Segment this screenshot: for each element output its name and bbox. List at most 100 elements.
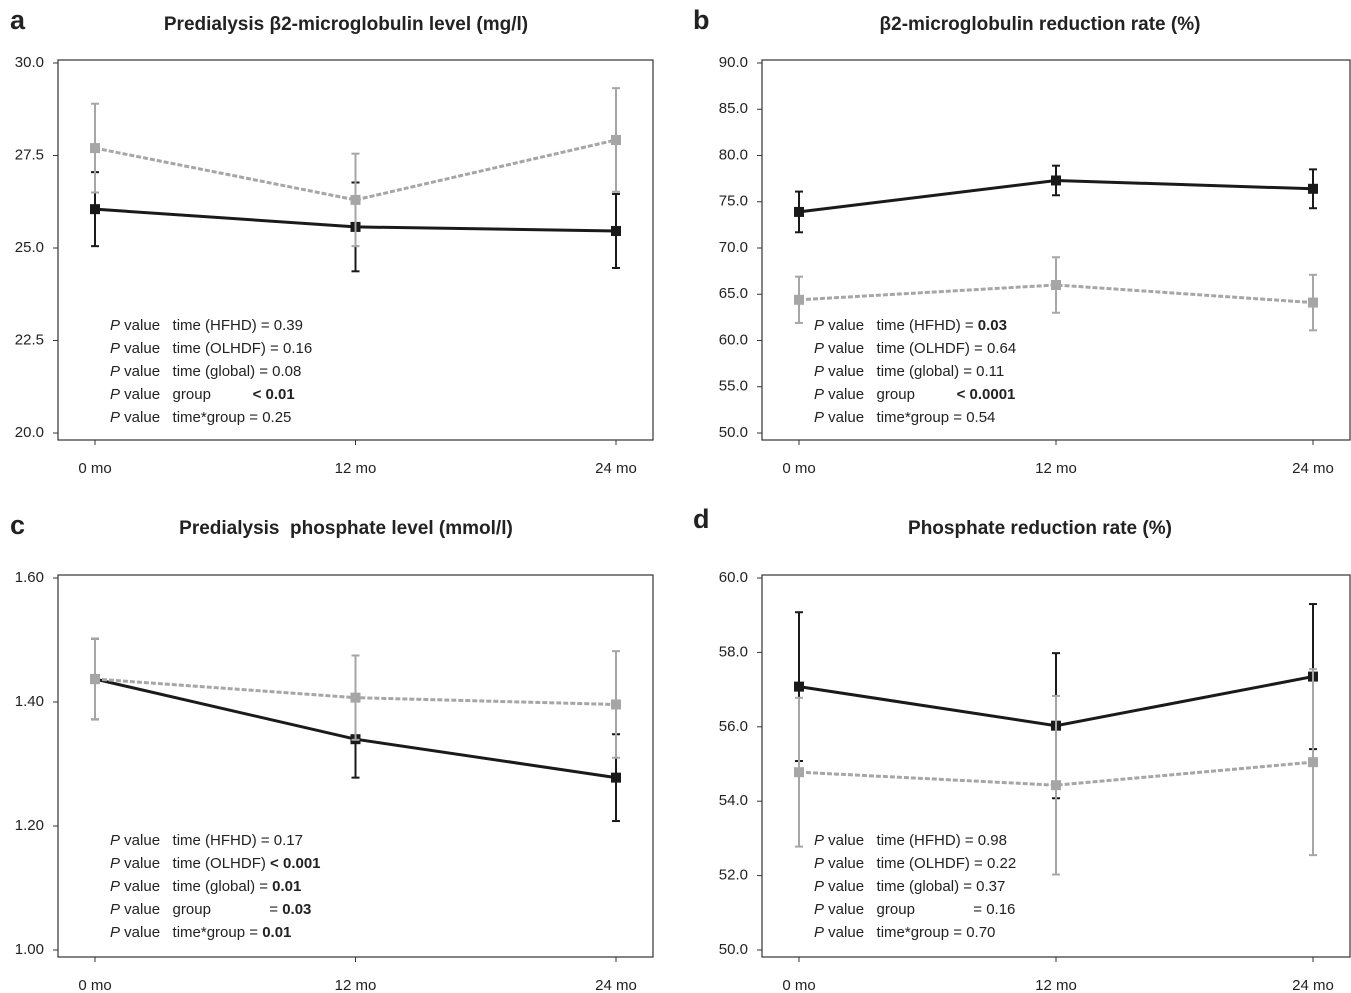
y-tick-label: 56.0	[719, 718, 748, 735]
marker	[350, 194, 361, 205]
x-tick-label: 24 mo	[595, 460, 637, 477]
annotation: P value time (global) = 0.01	[110, 878, 301, 895]
annotation-part: value time*group =	[824, 924, 966, 941]
annotation-part: value group =	[120, 901, 282, 918]
annotation: P value time (OLHDF) = 0.22	[814, 855, 1016, 872]
annotation-part: 0.16	[986, 901, 1015, 918]
y-tick-label: 50.0	[719, 941, 748, 958]
y-tick-label: 60.0	[719, 569, 748, 586]
annotation: P value time (HFHD) = 0.98	[814, 832, 1007, 849]
x-tick-label: 24 mo	[1292, 977, 1334, 993]
annotation-part: value time (OLHDF) =	[824, 855, 987, 872]
annotation: P value time (OLHDF) < 0.001	[110, 855, 321, 872]
annotation-part: value time (HFHD) =	[120, 832, 274, 849]
annotation-part: 0.01	[272, 878, 301, 895]
marker	[1051, 780, 1061, 791]
series-line	[94, 138, 617, 202]
panel-label: b	[693, 5, 710, 35]
annotation-part: P	[110, 409, 120, 426]
annotation: P value time (global) = 0.11	[814, 363, 1004, 380]
annotation: P value time (global) = 0.08	[110, 363, 301, 380]
marker	[90, 674, 100, 685]
annotation-part: P	[814, 832, 824, 849]
x-tick-label: 12 mo	[1035, 977, 1077, 993]
annotation-part: P	[814, 878, 824, 895]
chart-title: β2-microglobulin reduction rate (%)	[880, 14, 1201, 35]
chart-title: Predialysis phosphate level (mmol/l)	[179, 518, 513, 539]
annotation-part: 0.03	[282, 901, 311, 918]
marker	[794, 206, 804, 217]
y-tick-label: 30.0	[15, 54, 44, 71]
annotation: P value time (HFHD) = 0.39	[110, 317, 303, 334]
annotation: P value time (HFHD) = 0.03	[814, 317, 1007, 334]
annotation-part: P	[110, 340, 120, 357]
annotation-part: P	[110, 901, 120, 918]
annotation-part: < 0.0001	[957, 386, 1016, 403]
annotation-part: 0.39	[274, 317, 303, 334]
annotation-part: P	[814, 924, 824, 941]
y-tick-label: 55.0	[719, 378, 748, 395]
x-tick-label: 0 mo	[78, 977, 111, 993]
y-tick-label: 1.00	[15, 941, 44, 958]
annotation-part: 0.25	[262, 409, 291, 426]
annotation: P value time*group = 0.25	[110, 409, 291, 426]
annotation: P value group < 0.01	[110, 386, 295, 403]
annotation-part: 0.64	[987, 340, 1016, 357]
marker	[1051, 280, 1061, 290]
annotation-part: < 0.001	[270, 855, 320, 872]
annotation-part: P	[814, 409, 824, 426]
annotation-part: 0.01	[262, 924, 291, 941]
annotation-part: value group	[120, 386, 253, 403]
series-line	[798, 283, 1314, 305]
plot-frame	[761, 59, 1351, 441]
annotation-part: P	[814, 901, 824, 918]
y-tick-label: 58.0	[719, 643, 748, 660]
annotation-part: P	[814, 363, 824, 380]
x-tick-label: 24 mo	[595, 977, 637, 993]
x-tick-label: 0 mo	[782, 977, 815, 993]
annotation-part: 0.11	[976, 363, 1004, 380]
annotation: P value group = 0.16	[814, 901, 1015, 918]
annotation-part: value time (global) =	[824, 878, 976, 895]
marker	[611, 699, 621, 710]
annotation-part: P	[110, 924, 120, 941]
annotation-part: 0.17	[274, 832, 303, 849]
annotation-part: value time (global) =	[824, 363, 976, 380]
marker	[794, 681, 804, 692]
marker	[90, 204, 100, 215]
annotation: P value time (global) = 0.37	[814, 878, 1005, 895]
annotation-part: P	[110, 363, 120, 380]
annotation-part: value time*group =	[824, 409, 966, 426]
annotation-part: value time (global) =	[120, 363, 272, 380]
panel-label: d	[693, 504, 710, 534]
y-tick-label: 20.0	[15, 424, 44, 441]
annotation-part: value time*group =	[120, 924, 262, 941]
y-tick-label: 60.0	[719, 331, 748, 348]
annotation-part: 0.03	[978, 317, 1007, 334]
annotation-part: value time (HFHD) =	[120, 317, 274, 334]
marker	[350, 692, 361, 703]
y-tick-label: 90.0	[719, 54, 748, 71]
annotation-part: value time (OLHDF) =	[824, 340, 987, 357]
x-tick-label: 12 mo	[1035, 460, 1077, 477]
annotation-part: P	[814, 855, 824, 872]
annotation-part: < 0.01	[253, 386, 295, 403]
marker	[1051, 175, 1061, 186]
annotation: P value time (HFHD) = 0.17	[110, 832, 303, 849]
x-tick-label: 0 mo	[78, 460, 111, 477]
annotation-part: P	[110, 832, 120, 849]
y-tick-label: 75.0	[719, 193, 748, 210]
x-tick-label: 0 mo	[782, 460, 815, 477]
y-tick-label: 54.0	[719, 792, 748, 809]
annotation-part: 0.22	[987, 855, 1016, 872]
annotation-part: value group =	[824, 901, 986, 918]
marker	[90, 143, 100, 154]
annotation-part: P	[814, 386, 824, 403]
annotation-part: value time (HFHD) =	[824, 832, 978, 849]
y-tick-label: 50.0	[719, 424, 748, 441]
y-tick-label: 65.0	[719, 285, 748, 302]
marker	[1308, 297, 1318, 308]
marker	[611, 772, 621, 783]
annotation-part: value group	[824, 386, 957, 403]
